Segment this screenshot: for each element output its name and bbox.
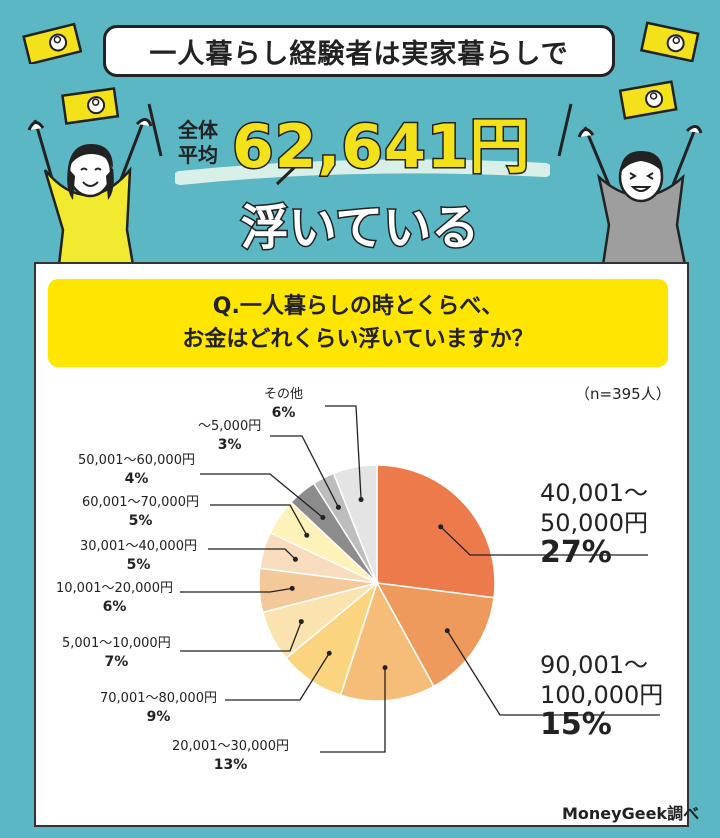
slice-label: その他 6% [264, 386, 303, 422]
leader-line [210, 504, 308, 536]
pie-slice [375, 582, 495, 688]
slice-percent: 13% [213, 757, 248, 773]
average-label-line2: 平均 [178, 143, 218, 167]
average-label-line1: 全体 [178, 118, 218, 142]
slice-label: ～5,000円 3% [198, 418, 261, 454]
slice-label-name: 40,001～ [540, 479, 648, 507]
average-label: 全体 平均 [178, 118, 218, 168]
slice-label-name: 20,001～30,000円 [172, 739, 289, 754]
slice-percent: 7% [104, 654, 129, 670]
slice-label: 50,001～60,000円 4% [78, 452, 195, 488]
slice-label: 70,001～80,000円 9% [100, 690, 217, 726]
leader-line [320, 667, 386, 753]
slice-label: 60,001～70,000円 5% [82, 494, 199, 530]
slice-label: 90,001～ 100,000円 15% [540, 650, 663, 740]
money-bill-icon [22, 22, 82, 64]
slice-percent: 6% [271, 405, 296, 421]
leader-line [200, 473, 324, 519]
leader-line [440, 526, 648, 556]
pie-slice [376, 464, 496, 599]
highlight-swoosh [175, 159, 550, 186]
slice-percent: 6% [102, 599, 127, 615]
slice-label-name: 50,001～60,000円 [78, 453, 195, 468]
leader-line [225, 652, 330, 701]
pie-slice [332, 464, 378, 584]
slice-label-name: 10,001～20,000円 [56, 581, 173, 596]
slice-label: 10,001～20,000円 6% [56, 580, 173, 616]
leader-line [446, 630, 660, 716]
slice-percent: 5% [128, 513, 153, 529]
slice-percent: 4% [124, 471, 149, 487]
slice-percent: 15% [540, 707, 612, 742]
slice-label: 30,001～40,000円 5% [80, 538, 197, 574]
slice-label-name: ～5,000円 [198, 419, 262, 434]
slice-label-name: 30,001～40,000円 [80, 539, 197, 554]
slice-label: 5,001～10,000円 7% [62, 635, 171, 671]
slice-label: 40,001～ 50,000円 27% [540, 478, 648, 568]
emphasis-slash-left [147, 103, 163, 157]
slice-label-name: 70,001～80,000円 [100, 691, 217, 706]
leader-line [325, 405, 362, 500]
pie-slice [339, 581, 435, 702]
question-line2: お金はどれくらい浮いていますか？ [182, 327, 534, 352]
slice-label-name: 90,001～ [540, 651, 648, 679]
leader-line [208, 548, 296, 560]
leader-line [180, 587, 293, 593]
leader-line [270, 435, 340, 508]
money-bill-icon [61, 87, 120, 125]
woman-cheering-icon [27, 118, 153, 265]
man-cheering-icon [577, 125, 703, 265]
emphasis-slash-right [557, 103, 573, 157]
slice-label-name: 5,001～10,000円 [62, 636, 171, 651]
average-amount: 62,641円 [231, 111, 532, 184]
source-credit: MoneyGeek調べ [562, 804, 700, 823]
headline: 一人暮らし経験者は実家暮らしで [103, 25, 615, 77]
question-box: Q.一人暮らしの時とくらべ、 お金はどれくらい浮いていますか？ [48, 279, 668, 367]
average-trailing-text: 浮いている [239, 199, 481, 258]
slice-label-name: 60,001～70,000円 [82, 495, 199, 510]
slice-label-name-2: 100,000円 [540, 681, 664, 709]
slice-label-name: その他 [264, 387, 304, 402]
slice-label-name-2: 50,000円 [540, 509, 648, 537]
slice-percent: 5% [126, 557, 151, 573]
slice-percent: 3% [217, 437, 242, 453]
slice-percent: 9% [146, 709, 171, 725]
money-bill-icon [618, 80, 678, 120]
sample-size: （n=395人） [575, 385, 671, 403]
slice-percent: 27% [540, 535, 612, 570]
slice-label: 20,001～30,000円 13% [172, 738, 289, 774]
money-bill-icon [640, 21, 700, 62]
leader-line [180, 621, 302, 652]
question-line1: Q.一人暮らしの時とくらべ、 [212, 294, 504, 319]
